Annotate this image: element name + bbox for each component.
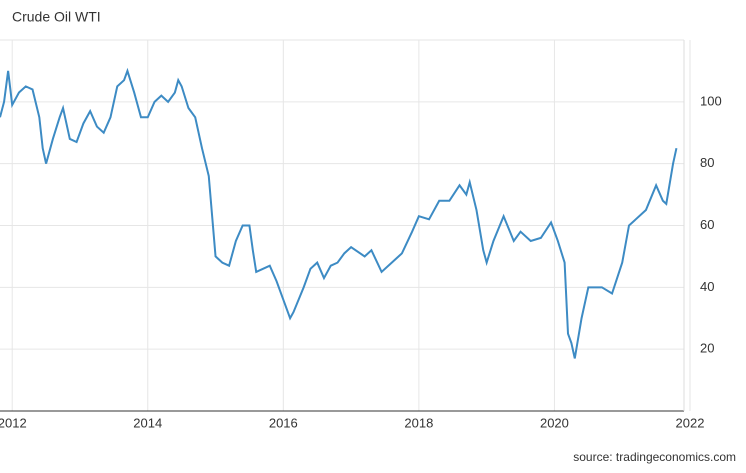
x-tick-label: 2012: [0, 415, 27, 430]
x-tick-label: 2018: [404, 415, 433, 430]
x-tick-label: 2016: [269, 415, 298, 430]
x-tick-label: 2014: [133, 415, 162, 430]
source: source: tradingeconomics.com: [573, 450, 736, 464]
y-tick-label: 20: [700, 341, 714, 356]
y-tick-label: 40: [700, 279, 714, 294]
line-series: [0, 67, 678, 359]
y-tick-label: 60: [700, 217, 714, 232]
chart-title: Crude Oil WTI: [12, 9, 101, 25]
x-tick-label: 2020: [540, 415, 569, 430]
y-tick-label: 100: [700, 93, 722, 108]
y-tick-label: 80: [700, 155, 714, 170]
x-tick-label: 2022: [676, 415, 705, 430]
